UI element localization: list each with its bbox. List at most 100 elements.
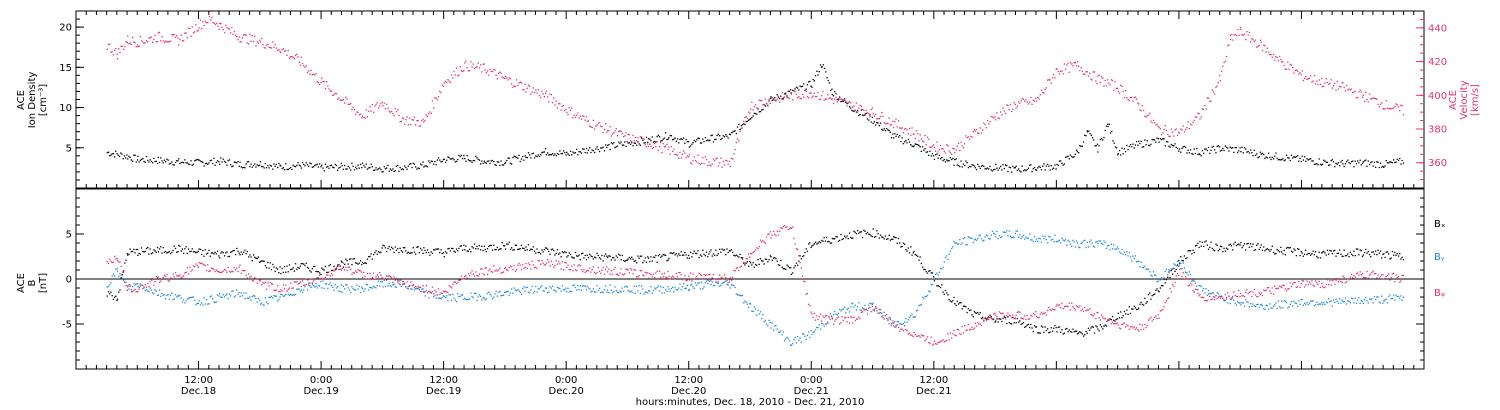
velocity-series-point bbox=[441, 84, 443, 86]
series-by-point bbox=[1151, 275, 1153, 277]
series-by-point bbox=[559, 287, 561, 290]
series-by-point bbox=[1229, 302, 1231, 305]
velocity-series-point bbox=[657, 149, 659, 151]
velocity-series-point bbox=[730, 157, 733, 159]
density-series-point bbox=[194, 160, 196, 162]
density-series-point bbox=[443, 158, 445, 160]
velocity-series-point bbox=[1180, 128, 1182, 130]
series-bx-point bbox=[922, 266, 924, 268]
series-bx-point bbox=[828, 240, 830, 243]
series-bx-point bbox=[1008, 321, 1010, 324]
density-series-point bbox=[1341, 159, 1343, 162]
velocity-series-point bbox=[1203, 108, 1205, 111]
series-by-point bbox=[421, 288, 423, 290]
series-bx-point bbox=[531, 248, 533, 251]
density-series-point bbox=[1378, 166, 1380, 169]
series-by-point bbox=[1344, 297, 1347, 299]
series-by-point bbox=[1104, 241, 1106, 244]
series-by-point bbox=[866, 309, 869, 311]
series-by-point bbox=[1312, 300, 1314, 302]
velocity-series-point bbox=[1339, 85, 1341, 88]
series-bx-point bbox=[273, 266, 275, 268]
series-by-point bbox=[1297, 305, 1299, 307]
density-series-point bbox=[800, 86, 802, 88]
velocity-series-point bbox=[1364, 100, 1366, 103]
series-by-point bbox=[811, 333, 813, 336]
series-bx-point bbox=[252, 254, 255, 256]
series-bx-point bbox=[1181, 260, 1183, 262]
series-by-point bbox=[1192, 279, 1194, 281]
density-series-point bbox=[669, 134, 671, 137]
velocity-series-point bbox=[1230, 38, 1232, 41]
series-bx-point bbox=[931, 272, 934, 274]
series-bx-point bbox=[636, 262, 638, 264]
series-bx-point bbox=[915, 254, 918, 256]
velocity-series-point bbox=[1240, 28, 1242, 31]
velocity-series-point bbox=[395, 111, 398, 113]
density-series-point bbox=[167, 159, 169, 161]
velocity-series-point bbox=[721, 166, 723, 168]
series-by-point bbox=[1284, 300, 1286, 302]
series-bx-point bbox=[282, 271, 284, 274]
density-series-point bbox=[1287, 157, 1289, 159]
series-by-point bbox=[483, 297, 485, 299]
velocity-series-point bbox=[1127, 98, 1129, 101]
velocity-series-point bbox=[1144, 115, 1146, 117]
series-bx-point bbox=[1210, 241, 1212, 243]
density-series-point bbox=[1102, 139, 1104, 141]
density-series-point bbox=[966, 162, 968, 164]
density-series-point bbox=[1125, 151, 1127, 153]
density-series-point bbox=[1325, 161, 1327, 163]
density-series-point bbox=[1049, 169, 1051, 171]
density-series-point bbox=[1235, 147, 1237, 149]
series-by-point bbox=[899, 323, 901, 325]
series-bx-point bbox=[1214, 250, 1216, 252]
density-series-point bbox=[1031, 171, 1033, 173]
density-series-point bbox=[721, 137, 723, 140]
velocity-series-point bbox=[353, 108, 356, 111]
series-by-point bbox=[943, 261, 945, 263]
series-bx-point bbox=[1247, 242, 1249, 245]
series-by-point bbox=[544, 287, 547, 289]
velocity-series-point bbox=[816, 95, 818, 98]
series-by-point bbox=[1082, 240, 1085, 242]
density-series-point bbox=[251, 166, 253, 168]
velocity-series-point bbox=[1328, 83, 1330, 85]
series-bx-point bbox=[1241, 247, 1243, 249]
density-series-point bbox=[1035, 169, 1037, 171]
velocity-series-point bbox=[565, 108, 567, 110]
series-bx-point bbox=[1343, 249, 1345, 251]
density-series-point bbox=[918, 144, 920, 147]
density-series-point bbox=[275, 163, 277, 166]
series-by-point bbox=[1334, 301, 1336, 303]
series-bx-point bbox=[1197, 242, 1199, 245]
velocity-series-point bbox=[1194, 116, 1197, 118]
series-bx-point bbox=[511, 247, 513, 249]
density-series-point bbox=[449, 158, 452, 160]
density-series-point bbox=[209, 160, 211, 162]
series-bx-point bbox=[212, 252, 214, 254]
series-bx-point bbox=[361, 263, 363, 266]
series-bx-point bbox=[775, 258, 777, 260]
series-bx-point bbox=[734, 255, 736, 257]
series-bx-point bbox=[657, 255, 659, 257]
velocity-series-point bbox=[733, 153, 735, 155]
series-by-point bbox=[1097, 242, 1099, 245]
density-series-point bbox=[1330, 160, 1332, 162]
density-series-point bbox=[1078, 152, 1080, 154]
series-bx-point bbox=[280, 272, 282, 275]
velocity-series-point bbox=[835, 96, 837, 98]
series-by-point bbox=[1401, 299, 1403, 301]
series-by-point bbox=[1115, 248, 1117, 250]
velocity-series-point bbox=[748, 111, 750, 113]
series-by-point bbox=[968, 236, 971, 239]
density-series-point bbox=[852, 110, 854, 112]
velocity-series-point bbox=[915, 130, 918, 132]
velocity-series-point bbox=[265, 44, 268, 46]
series-bz-point bbox=[239, 264, 241, 266]
density-series-point bbox=[665, 132, 667, 134]
series-bx-point bbox=[402, 251, 404, 253]
density-series-point bbox=[586, 152, 588, 154]
density-series-point bbox=[889, 131, 891, 133]
series-by-point bbox=[1126, 250, 1128, 253]
